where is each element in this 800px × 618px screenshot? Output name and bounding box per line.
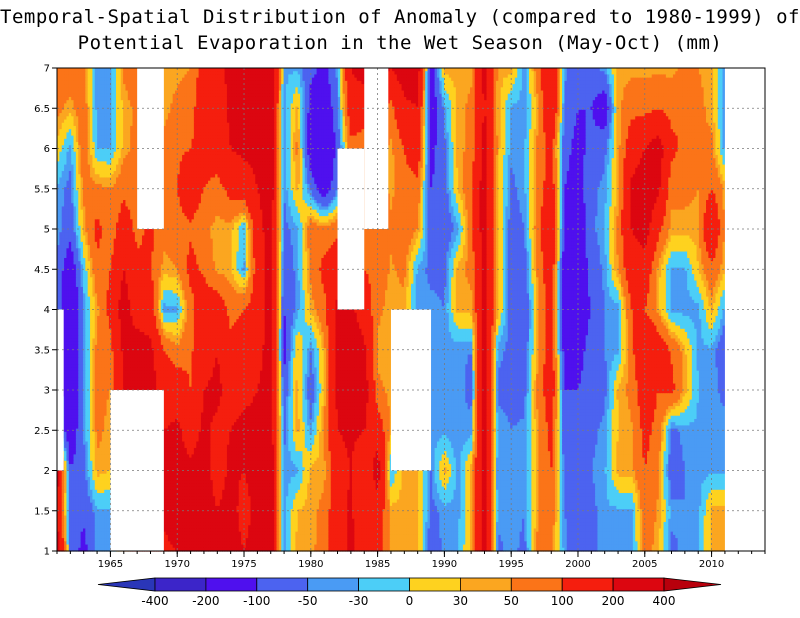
heatmap-chart: 1965 1970 1975 1980 1985 1990 1995 2000 2005 2010… bbox=[0, 0, 800, 618]
